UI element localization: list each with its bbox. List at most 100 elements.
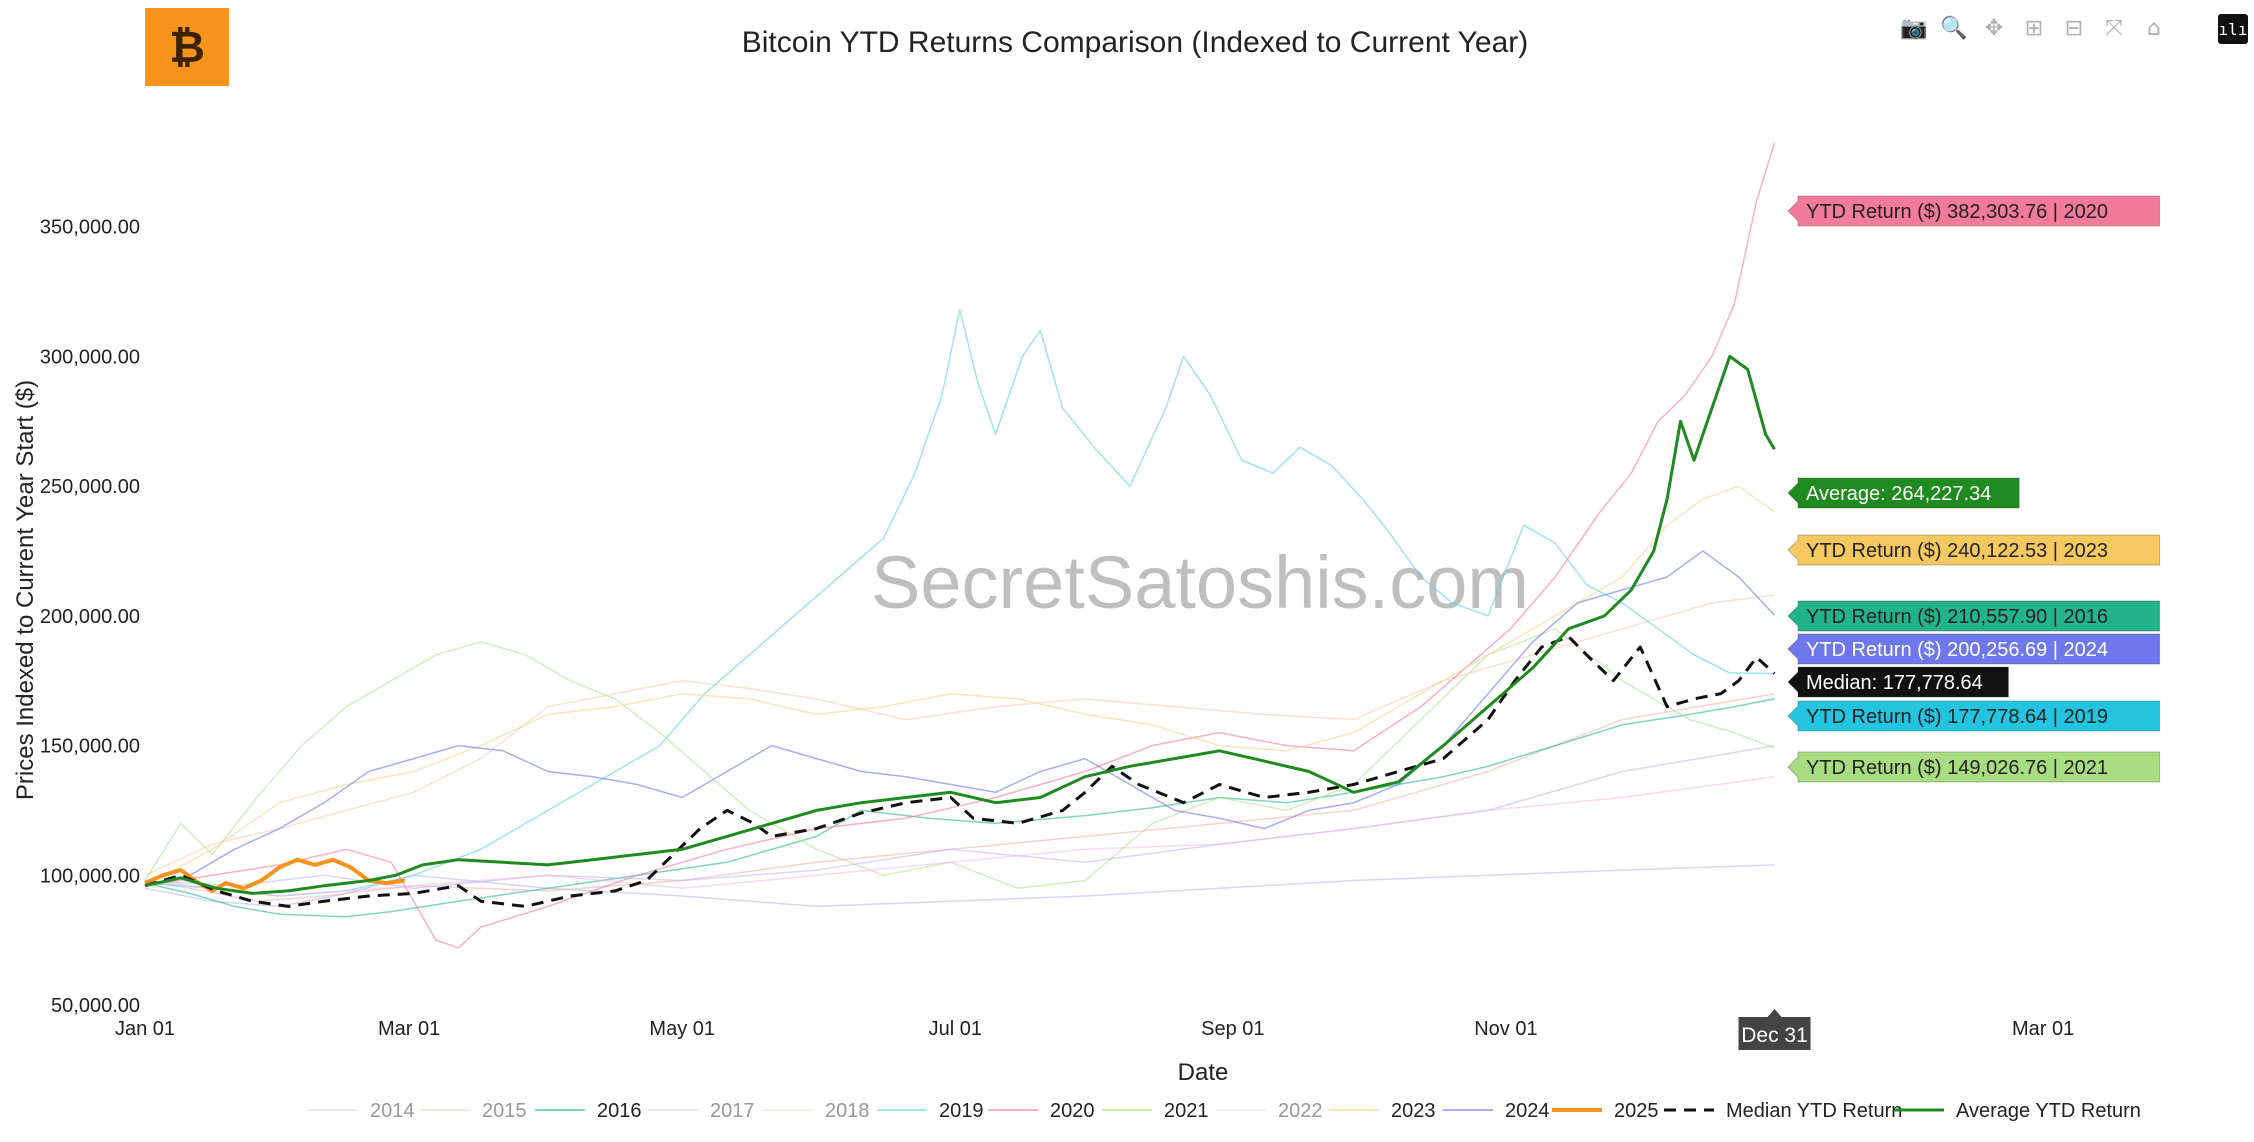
annotation-box (1787, 477, 2020, 509)
legend: 2014 2015 2016 2017 2018 2019 2020 2021 2022 2023… (308, 1100, 2141, 1122)
plotly-logo-icon[interactable]: ılı (2218, 14, 2248, 44)
y-tick-label: 300,000.00 (40, 346, 140, 368)
annotation-label: Average: 264,227.34 (1787, 477, 2020, 509)
legend-label: 2014 (370, 1100, 415, 1122)
y-axis: 50,000.00 100,000.00 150,000.00 200,000.00 2… (40, 217, 140, 1017)
series-line-2021[interactable] (144, 628, 1775, 890)
watermark: SecretSatoshis.com (871, 541, 1529, 624)
camera-icon[interactable]: 📷 (1900, 15, 1928, 41)
annotation-text: YTD Return ($) 382,303.76 | 2020 (1806, 201, 2108, 223)
annotation-box (1787, 195, 2161, 227)
autoscale-icon[interactable]: ⤧ (2105, 15, 2123, 41)
legend-item-average-ytd-return[interactable]: Average YTD Return (1894, 1100, 2141, 1122)
series-line-2024[interactable] (144, 550, 1776, 887)
series-line-2022[interactable] (144, 775, 1775, 897)
legend-item-median-ytd-return[interactable]: Median YTD Return (1664, 1100, 1902, 1122)
y-tick-label: 150,000.00 (40, 736, 140, 758)
legend-item-2025[interactable]: 2025 (1552, 1100, 1659, 1122)
bitcoin-logo-icon: ₿ (169, 21, 205, 73)
series-line-2016[interactable] (144, 698, 1775, 918)
annotation-text: YTD Return ($) 210,557.90 | 2016 (1806, 606, 2108, 628)
y-axis-title: Prices Indexed to Current Year Start ($) (12, 380, 39, 800)
annotation-box (1787, 666, 2009, 698)
x-tick-label: Jan 01 (115, 1018, 175, 1040)
chart-title: Bitcoin YTD Returns Comparison (Indexed … (742, 26, 1529, 59)
y-tick-label: 350,000.00 (40, 217, 140, 239)
series-line-2020[interactable] (144, 142, 1776, 949)
zoom-in-icon[interactable]: ⊞ (2024, 15, 2044, 41)
legend-label: 2017 (710, 1100, 755, 1122)
legend-label: 2020 (1050, 1100, 1095, 1122)
series-line-2015[interactable] (144, 692, 1775, 902)
annotation-text: YTD Return ($) 240,122.53 | 2023 (1806, 540, 2108, 562)
legend-label: 2018 (825, 1100, 870, 1122)
y-tick-label: 50,000.00 (51, 995, 140, 1017)
x-axis-title: Date (1178, 1059, 1229, 1086)
legend-label: 2024 (1505, 1100, 1550, 1122)
y-tick-label: 250,000.00 (40, 476, 140, 498)
legend-item-2022[interactable]: 2022 (1216, 1100, 1323, 1122)
legend-item-2017[interactable]: 2017 (648, 1100, 755, 1122)
legend-label: 2021 (1164, 1100, 1209, 1122)
legend-item-2023[interactable]: 2023 (1329, 1100, 1436, 1122)
x-tick-label: Sep 01 (1201, 1018, 1264, 1040)
annotation-text: Median: 177,778.64 (1806, 672, 1983, 694)
y-tick-label: 100,000.00 (40, 865, 140, 887)
annotation-box (1787, 534, 2161, 566)
reset-axes-icon[interactable]: ⌂ (2147, 15, 2161, 41)
series-line-2025[interactable] (144, 857, 405, 893)
annotation-layer: YTD Return ($) 382,303.76 | 2020 Average:… (1787, 195, 2161, 783)
annotation-text: YTD Return ($) 200,256.69 | 2024 (1806, 639, 2108, 661)
legend-label: 2016 (597, 1100, 642, 1122)
x-tick-label: Mar 01 (378, 1018, 440, 1040)
hover-label: Dec 31 (1738, 1009, 1811, 1050)
annotation-label: YTD Return ($) 200,256.69 | 2024 (1787, 633, 2161, 665)
series-line-average-ytd-return[interactable] (144, 354, 1776, 895)
legend-item-2024[interactable]: 2024 (1443, 1100, 1550, 1122)
series-line-median-ytd-return[interactable] (144, 635, 1776, 908)
legend-label: Median YTD Return (1726, 1100, 1902, 1122)
series-line-2018[interactable] (144, 594, 1775, 876)
legend-item-2016[interactable]: 2016 (535, 1100, 642, 1122)
pan-icon[interactable]: ✥ (1984, 15, 2004, 41)
legend-item-2018[interactable]: 2018 (763, 1100, 870, 1122)
x-axis: Jan 01 Mar 01 May 01 Jul 01 Sep 01 Nov 01 Mar … (115, 1018, 2074, 1040)
annotation-label: YTD Return ($) 149,026.76 | 2021 (1787, 751, 2161, 783)
series-line-2017[interactable] (144, 744, 1775, 890)
bitcoin-logo: ₿ (145, 8, 229, 86)
legend-label: 2022 (1278, 1100, 1323, 1122)
annotation-box (1787, 751, 2161, 783)
legend-item-2019[interactable]: 2019 (877, 1100, 984, 1122)
x-tick-label: Mar 01 (2012, 1018, 2074, 1040)
annotation-box (1787, 600, 2161, 632)
series-line-2014[interactable] (144, 864, 1775, 908)
annotation-text: Average: 264,227.34 (1806, 483, 1991, 505)
legend-item-2021[interactable]: 2021 (1102, 1100, 1209, 1122)
x-tick-label: May 01 (649, 1018, 715, 1040)
annotation-text: YTD Return ($) 149,026.76 | 2021 (1806, 757, 2108, 779)
annotation-label: YTD Return ($) 382,303.76 | 2020 (1787, 195, 2161, 227)
y-tick-label: 200,000.00 (40, 606, 140, 628)
annotation-label: YTD Return ($) 210,557.90 | 2016 (1787, 600, 2161, 632)
zoom-out-icon[interactable]: ⊟ (2064, 15, 2084, 41)
annotation-box (1787, 633, 2161, 665)
hover-text: Dec 31 (1741, 1024, 1808, 1047)
annotation-label: Median: 177,778.64 (1787, 666, 2009, 698)
annotation-label: YTD Return ($) 240,122.53 | 2023 (1787, 534, 2161, 566)
legend-label: 2019 (939, 1100, 984, 1122)
x-tick-label: Nov 01 (1474, 1018, 1537, 1040)
annotation-text: YTD Return ($) 177,778.64 | 2019 (1806, 706, 2108, 728)
legend-item-2015[interactable]: 2015 (420, 1100, 527, 1122)
annotation-label: YTD Return ($) 177,778.64 | 2019 (1787, 700, 2161, 732)
zoom-icon[interactable]: 🔍 (1940, 15, 1968, 41)
series-layer (144, 142, 1776, 949)
legend-item-2020[interactable]: 2020 (988, 1100, 1095, 1122)
legend-label: 2025 (1614, 1100, 1659, 1122)
x-tick-label: Jul 01 (929, 1018, 982, 1040)
series-line-2023[interactable] (144, 485, 1775, 887)
legend-label: 2015 (482, 1100, 527, 1122)
legend-label: 2023 (1391, 1100, 1436, 1122)
legend-item-2014[interactable]: 2014 (308, 1100, 415, 1122)
hover-box (1738, 1009, 1811, 1050)
